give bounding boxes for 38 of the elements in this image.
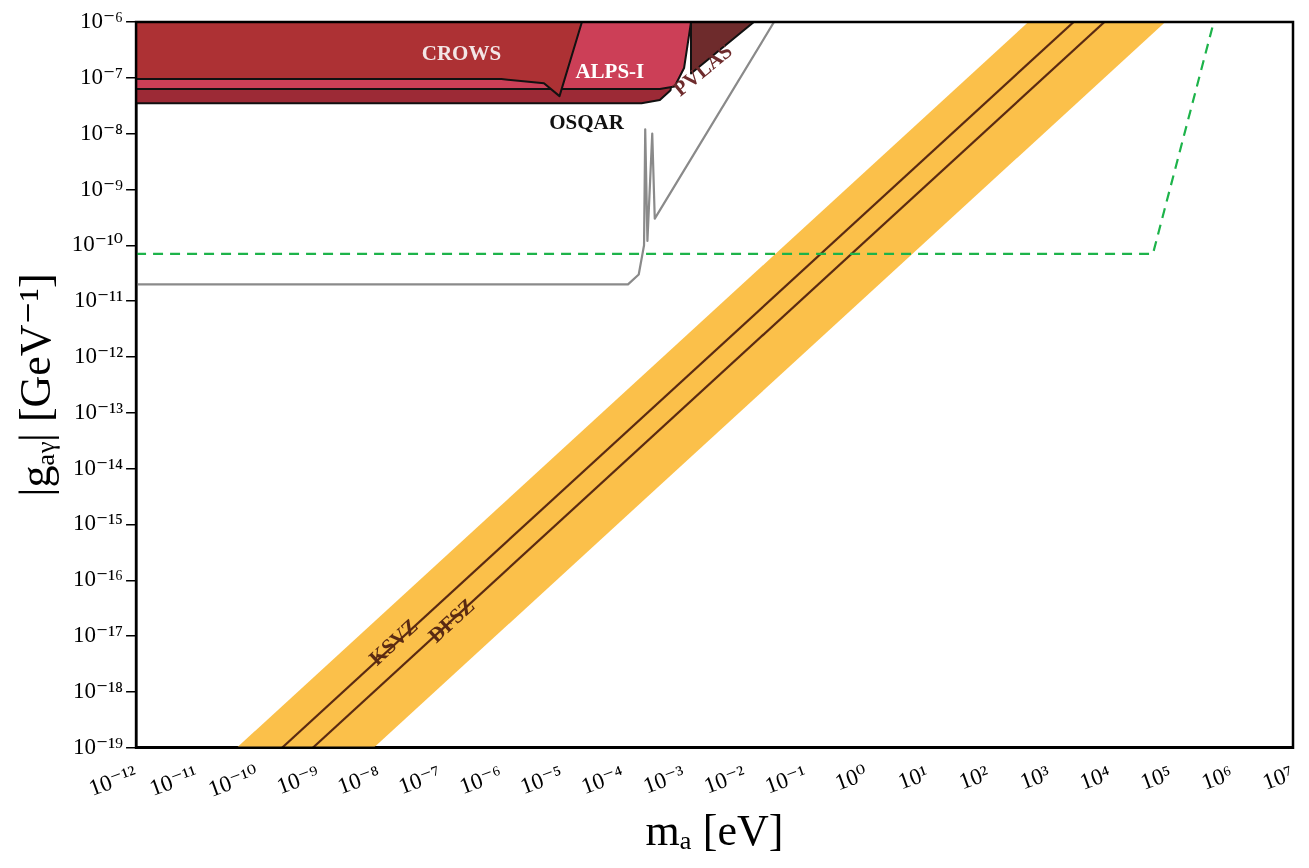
y-axis-title: |gₐᵧ| [GeV⁻¹] (10, 273, 60, 497)
y-tick-label: 10⁻¹⁷ (72, 622, 124, 648)
x-tick-label: 10⁻² (700, 760, 749, 799)
y-tick-label: 10⁻¹⁶ (72, 566, 124, 592)
x-tick-label: 10⁻⁵ (516, 760, 567, 799)
x-tick-label: 10⁶ (1198, 760, 1236, 795)
y-tick-label: 10⁻¹⁵ (72, 510, 124, 536)
x-tick-label: 10³ (1016, 760, 1054, 795)
x-axis-title: mₐ [eV] (645, 806, 784, 856)
series-label: OSQAR (549, 109, 625, 134)
y-tick-label: 10⁻⁹ (79, 175, 124, 201)
x-tick-label: 10⁻⁸ (334, 760, 384, 799)
y-tick-label: 10⁻¹³ (74, 398, 124, 424)
y-tick-label: 10⁻⁶ (79, 8, 124, 34)
x-tick-label: 10⁴ (1076, 760, 1115, 795)
y-tick-label: 10⁻⁸ (79, 119, 124, 145)
y-tick-label: 10⁻¹⁰ (71, 231, 124, 257)
y-tick-label: 10⁻¹² (74, 343, 124, 368)
x-tick-label: 10¹ (894, 760, 932, 795)
x-tick-label: 10⁻⁴ (577, 760, 627, 799)
x-tick-label: 10² (955, 760, 993, 795)
y-tick-label: 10⁻⁷ (79, 63, 124, 89)
x-tick-label: 10⁵ (1137, 760, 1175, 795)
x-tick-label: 10⁰ (831, 760, 871, 796)
x-tick-label: 10⁻⁹ (273, 760, 323, 799)
x-tick-label: 10⁷ (1259, 760, 1297, 795)
series-label: ALPS-I (575, 59, 645, 84)
x-tick-label: 10⁻¹¹ (146, 760, 201, 801)
x-tick-label: 10⁻¹⁰ (204, 760, 262, 802)
x-tick-label: 10⁻⁶ (456, 760, 506, 799)
y-tick-label: 10⁻¹⁴ (72, 454, 124, 480)
x-tick-label: 10⁻¹ (761, 760, 810, 799)
y-tick-label: 10⁻¹⁸ (72, 677, 124, 703)
series-label: CROWS (421, 41, 502, 66)
y-tick-label: 10⁻¹¹ (74, 287, 124, 313)
y-tick-label: 10⁻¹⁹ (72, 733, 124, 759)
x-tick-label: 10⁻⁷ (395, 760, 445, 799)
x-tick-label: 10⁻³ (639, 760, 688, 799)
